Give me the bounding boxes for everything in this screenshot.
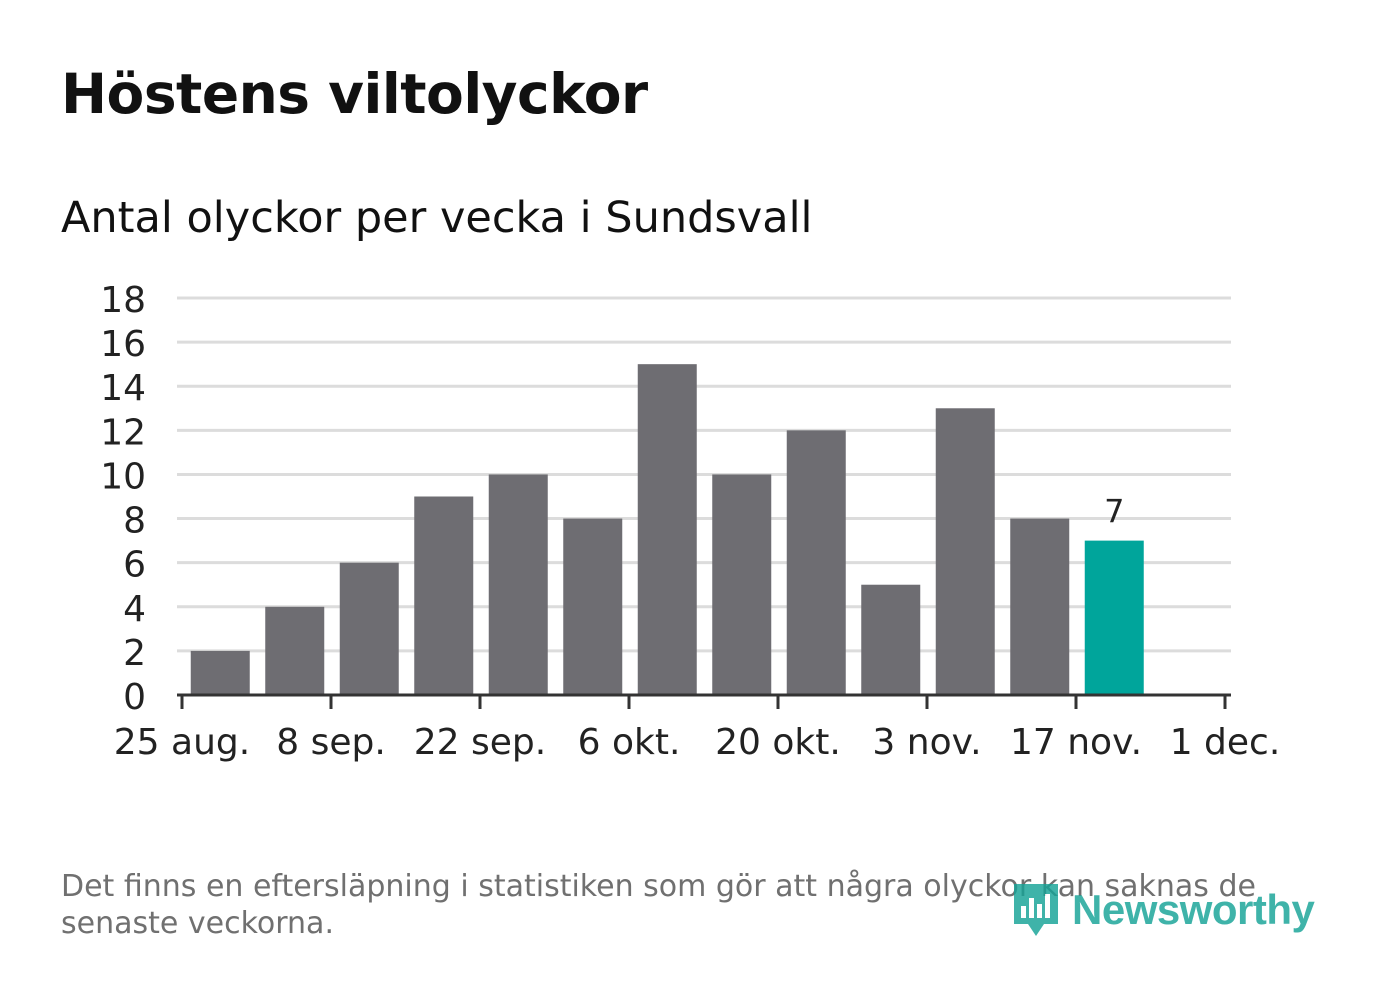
chart-subtitle: Antal olyckor per vecka i Sundsvall (61, 193, 813, 243)
bar (637, 364, 697, 695)
bar-highlighted (1084, 540, 1144, 695)
x-tick-label: 3 nov. (872, 722, 981, 763)
bar (339, 562, 399, 695)
data-label: 7 (1104, 493, 1124, 531)
x-tick-label: 20 okt. (715, 722, 841, 763)
y-tick-label: 6 (123, 545, 146, 586)
bar (935, 408, 995, 695)
y-tick-label: 16 (100, 324, 146, 365)
gridlines (177, 296, 1231, 653)
bar-chart-speech-bubble-icon (1014, 884, 1058, 936)
data-labels: 7 (1104, 493, 1124, 531)
y-tick-label: 0 (123, 677, 146, 718)
y-tick-label: 10 (100, 456, 146, 497)
bar (786, 430, 846, 695)
y-tick-label: 14 (100, 368, 146, 409)
x-axis-labels: 25 aug. 8 sep. 22 sep. 6 okt. 20 okt. 3 nov. 1… (114, 722, 1281, 763)
brand-name: Newsworthy (1072, 886, 1315, 933)
y-tick-label: 4 (123, 589, 146, 630)
bar (563, 518, 623, 695)
bar (861, 584, 921, 695)
x-tick-label: 17 nov. (1010, 722, 1142, 763)
chart-title: Höstens viltolyckor (61, 62, 648, 126)
newsworthy-logo: Newsworthy (1010, 878, 1315, 942)
bar (1010, 518, 1070, 695)
bar (190, 650, 250, 695)
x-tick-label: 6 okt. (578, 722, 681, 763)
bar (488, 474, 548, 695)
bar (712, 474, 772, 695)
y-tick-label: 8 (123, 501, 146, 542)
y-tick-label: 2 (123, 633, 146, 674)
x-tick-label: 1 dec. (1170, 722, 1281, 763)
x-tick-label: 22 sep. (414, 722, 546, 763)
y-tick-label: 18 (100, 280, 146, 321)
y-tick-label: 12 (100, 412, 146, 453)
bar (414, 496, 474, 695)
bars (190, 364, 1144, 695)
x-tick-label: 25 aug. (114, 722, 250, 763)
x-axis (177, 693, 1231, 709)
bar (265, 606, 325, 695)
x-tick-label: 8 sep. (276, 722, 386, 763)
